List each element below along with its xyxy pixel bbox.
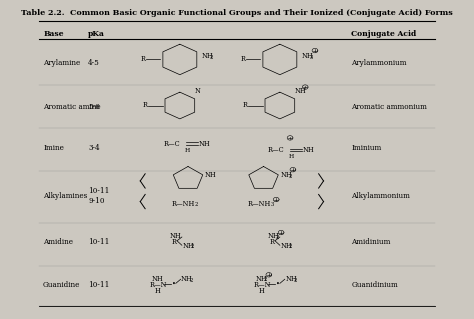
Text: H: H — [155, 287, 161, 295]
Text: NH: NH — [295, 87, 307, 95]
Text: NH: NH — [255, 275, 267, 283]
Text: NH: NH — [268, 232, 279, 240]
Text: NH: NH — [199, 140, 210, 148]
Text: NH: NH — [151, 275, 163, 283]
Text: R—C: R—C — [164, 140, 180, 148]
Text: Guanidine: Guanidine — [43, 281, 81, 289]
Text: R: R — [241, 55, 246, 63]
Text: 2: 2 — [293, 278, 297, 283]
Text: NH: NH — [170, 232, 181, 240]
Text: H: H — [259, 287, 265, 295]
Text: NH: NH — [280, 171, 292, 179]
Text: Amidinium: Amidinium — [351, 238, 391, 246]
Text: Conjugate Acid: Conjugate Acid — [351, 30, 417, 38]
Text: R: R — [143, 101, 148, 109]
Text: 2: 2 — [276, 235, 279, 240]
Text: pKa: pKa — [88, 30, 105, 38]
Text: 2: 2 — [191, 244, 194, 249]
Text: Imine: Imine — [43, 145, 64, 152]
Text: NH: NH — [201, 52, 213, 60]
Text: Table 2.2.  Common Basic Organic Functional Groups and Their Ionized (Conjugate : Table 2.2. Common Basic Organic Function… — [21, 9, 453, 17]
Text: NH: NH — [182, 242, 194, 250]
Text: R—C: R—C — [268, 146, 284, 154]
Text: H: H — [185, 148, 190, 153]
Text: N: N — [195, 87, 201, 95]
Text: •: • — [172, 280, 175, 288]
Text: 2: 2 — [264, 277, 267, 282]
Text: R—N: R—N — [149, 281, 167, 289]
Text: 4-5: 4-5 — [88, 59, 100, 67]
Text: R: R — [172, 238, 177, 246]
Text: R: R — [141, 55, 146, 63]
Text: 10-11: 10-11 — [88, 238, 109, 246]
Text: R—N: R—N — [253, 281, 271, 289]
Text: H: H — [289, 154, 294, 160]
Text: 10-11
9-10: 10-11 9-10 — [88, 188, 109, 204]
Text: Iminium: Iminium — [351, 145, 382, 152]
Text: Arylammonium: Arylammonium — [351, 59, 407, 67]
Text: 2: 2 — [289, 174, 292, 179]
Text: 10-11: 10-11 — [88, 281, 109, 289]
Text: Aromatic ammonium: Aromatic ammonium — [351, 103, 427, 111]
Text: R: R — [270, 238, 274, 246]
Text: 2: 2 — [189, 278, 192, 283]
Text: 2: 2 — [194, 203, 198, 207]
Text: Amidine: Amidine — [43, 238, 73, 246]
Text: NH: NH — [205, 171, 216, 179]
Text: R: R — [243, 101, 248, 109]
Text: 5-6: 5-6 — [88, 103, 100, 111]
Text: R—NH: R—NH — [172, 200, 195, 208]
Text: Aromatic amine: Aromatic amine — [43, 103, 100, 111]
Text: 2: 2 — [289, 244, 292, 249]
Text: NH: NH — [280, 242, 292, 250]
Text: NH: NH — [301, 52, 313, 60]
Text: NH: NH — [181, 275, 193, 283]
Text: Alkylammonium: Alkylammonium — [351, 192, 410, 200]
Text: 2: 2 — [210, 55, 213, 60]
Text: Guanidinium: Guanidinium — [351, 281, 398, 289]
Text: 3: 3 — [271, 203, 274, 207]
Text: Alkylamines: Alkylamines — [43, 192, 87, 200]
Text: NH: NH — [303, 146, 314, 154]
Text: 3-4: 3-4 — [88, 145, 100, 152]
Text: NH: NH — [285, 275, 297, 283]
Text: R—NH: R—NH — [248, 200, 271, 208]
Text: Arylamine: Arylamine — [43, 59, 81, 67]
Text: 3: 3 — [310, 55, 313, 60]
Text: Base: Base — [43, 30, 64, 38]
Text: •: • — [276, 280, 280, 288]
